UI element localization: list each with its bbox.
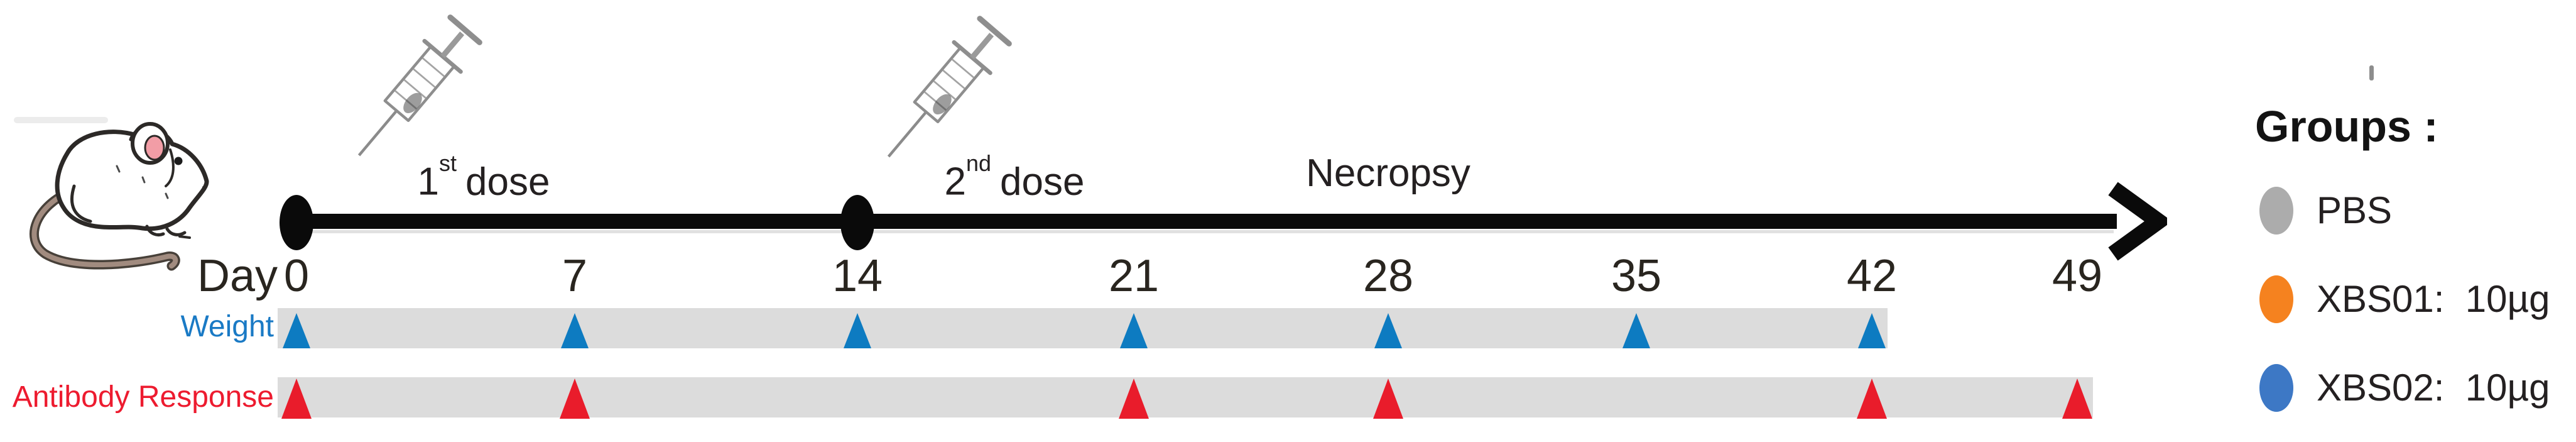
legend-dot-xbs01 xyxy=(2259,275,2293,323)
legend-label-xbs02: XBS02: 10µg xyxy=(2317,367,2550,409)
day-tick-label-28: 28 xyxy=(1362,251,1414,301)
timeline-axis xyxy=(289,214,2117,229)
day-tick-label-7: 7 xyxy=(562,251,588,301)
legend-title: Groups : xyxy=(2255,102,2438,151)
weight-row-label: Weight xyxy=(180,310,274,343)
timeline-axis-shadow xyxy=(295,230,2114,233)
arrowhead-icon xyxy=(2108,182,2167,261)
legend-dot-xbs02 xyxy=(2259,364,2293,412)
legend-label-xbs01: XBS01: 10µg xyxy=(2317,278,2550,320)
stray-mark-artifact xyxy=(2369,65,2374,80)
day-axis-prefix: Day xyxy=(197,251,278,301)
antibody-response-row-label: Antibody Response xyxy=(12,380,274,414)
timeline-dose-dot-day-0 xyxy=(280,195,313,250)
faint-streak-artifact xyxy=(14,117,108,123)
weight-sampling-bar xyxy=(278,308,1888,348)
day-tick-label-0: 0 xyxy=(283,251,310,301)
necropsy-label: Necropsy xyxy=(1306,152,1470,195)
first-dose-label: 1st dose xyxy=(417,150,550,204)
antibody-response-sampling-bar xyxy=(278,377,2093,417)
day-tick-label-42: 42 xyxy=(1846,251,1898,301)
day-tick-label-21: 21 xyxy=(1108,251,1160,301)
second-dose-label: 2nd dose xyxy=(944,150,1085,204)
day-tick-label-35: 35 xyxy=(1611,251,1662,301)
mouse-icon xyxy=(30,122,209,271)
legend-label-pbs: PBS xyxy=(2317,189,2393,231)
timeline-dose-dot-day-14 xyxy=(840,195,874,250)
syringe-icon-dose1 xyxy=(342,8,490,168)
day-tick-label-49: 49 xyxy=(2052,251,2103,301)
legend-dot-pbs xyxy=(2259,187,2293,235)
syringe-icon-dose2 xyxy=(872,9,1019,169)
day-tick-label-14: 14 xyxy=(832,251,883,301)
